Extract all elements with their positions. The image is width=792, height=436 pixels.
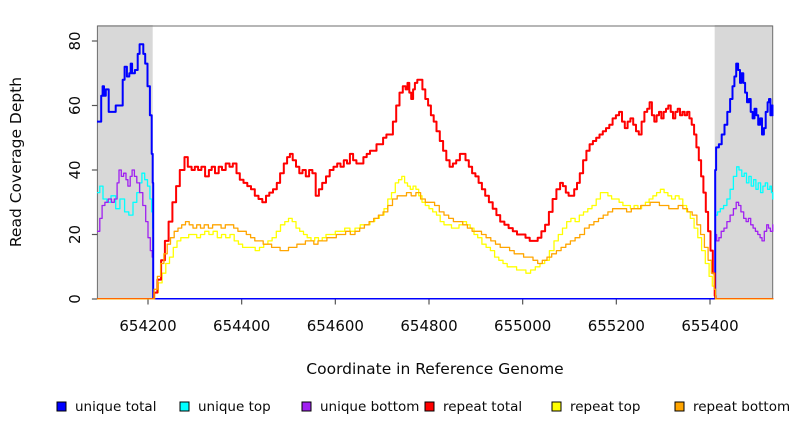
repeat-total-line [97, 78, 774, 300]
legend-label: repeat top [570, 399, 640, 415]
unique-bottom-line [97, 169, 774, 300]
legend-label: repeat bottom [693, 399, 790, 415]
x-axis-title: Coordinate in Reference Genome [306, 360, 563, 378]
y-tick-label: 0 [66, 294, 84, 304]
repeat-region-shading [97, 25, 773, 299]
legend-swatch-repeat-total [424, 401, 435, 412]
legend-label: repeat total [443, 399, 522, 415]
unique-total-line [97, 43, 774, 300]
y-tick-label: 40 [66, 160, 84, 179]
legend-label: unique top [198, 399, 271, 415]
y-axis-title: Read Coverage Depth [7, 77, 25, 247]
legend-swatch-repeat-bottom [674, 401, 685, 412]
y-axis-ticks: 0 20 40 60 80 [66, 31, 98, 304]
repeat-bottom-line [97, 191, 774, 300]
legend-swatch-repeat-top [551, 401, 562, 412]
legend-label: unique total [75, 399, 156, 415]
legend-swatch-unique-bottom [301, 401, 312, 412]
repeat-top-line [97, 175, 774, 300]
legend-item-unique-top: unique top [179, 399, 271, 415]
plot-border [96, 25, 774, 300]
legend-item-repeat-total: repeat total [424, 399, 522, 415]
x-tick-label: 655000 [494, 317, 551, 335]
x-tick-label: 655200 [588, 317, 645, 335]
legend-item-repeat-top: repeat top [551, 399, 640, 415]
unique-top-line [97, 166, 774, 300]
legend-swatch-unique-total [56, 401, 67, 412]
y-tick-label: 20 [66, 225, 84, 244]
x-axis-ticks: 654200 654400 654600 654800 655000 655200 6554… [119, 299, 739, 335]
x-tick-label: 654600 [307, 317, 364, 335]
y-tick-label: 80 [66, 31, 84, 50]
x-tick-label: 654800 [400, 317, 457, 335]
legend-label: unique bottom [320, 399, 419, 415]
legend-item-unique-bottom: unique bottom [301, 399, 419, 415]
legend-item-repeat-bottom: repeat bottom [674, 399, 790, 415]
x-tick-label: 654200 [119, 317, 176, 335]
x-tick-label: 654400 [213, 317, 270, 335]
legend-item-unique-total: unique total [56, 399, 156, 415]
shaded-region [714, 25, 773, 299]
y-tick-label: 60 [66, 96, 84, 115]
x-tick-label: 655400 [681, 317, 738, 335]
series-lines [97, 43, 774, 300]
legend-swatch-unique-top [179, 401, 190, 412]
chart-legend: unique total unique top unique bottom repea… [56, 399, 790, 415]
